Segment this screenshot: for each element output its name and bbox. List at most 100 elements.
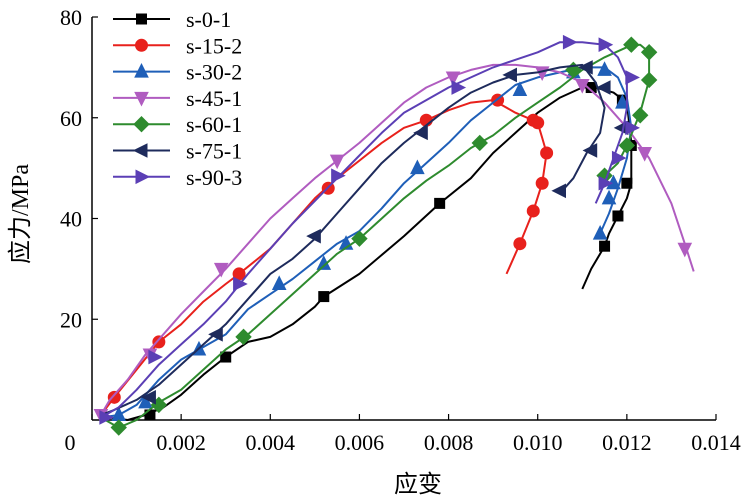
legend-item: s-90-3 (113, 165, 242, 190)
legend: s-0-1s-15-2s-30-2s-45-1s-60-1s-75-1s-90-… (113, 7, 242, 190)
data-point (410, 159, 425, 175)
series-line (100, 43, 651, 429)
data-point (526, 204, 540, 218)
x-tick-label: 0.006 (335, 430, 385, 455)
x-tick-label: 0.008 (424, 430, 474, 455)
legend-item: s-0-1 (113, 7, 231, 32)
data-point (513, 237, 527, 251)
data-point (271, 275, 287, 290)
data-point (512, 81, 528, 97)
y-axis-label: 应力/MPa (7, 164, 34, 264)
data-point (110, 419, 127, 436)
legend-item: s-15-2 (113, 33, 242, 58)
legend-label: s-75-1 (186, 139, 242, 164)
data-point (107, 390, 121, 404)
data-point (306, 228, 321, 244)
legend-label: s-15-2 (186, 33, 242, 58)
data-point (551, 183, 566, 199)
data-point (618, 137, 636, 154)
data-point (597, 61, 612, 76)
data-point (235, 328, 252, 346)
data-point (413, 125, 428, 141)
legend-label: s-30-2 (186, 60, 242, 85)
data-point (99, 410, 114, 425)
data-point (595, 80, 611, 95)
data-point (623, 36, 640, 53)
y-tick-label: 80 (60, 5, 82, 30)
data-point (640, 44, 658, 61)
legend-item: s-45-1 (113, 86, 242, 111)
data-point (637, 147, 652, 162)
data-point (329, 154, 345, 170)
x-axis-label: 应变 (394, 471, 442, 498)
series-s-60-1 (100, 36, 658, 436)
data-point (601, 189, 617, 205)
y-tick-label: 60 (60, 106, 82, 131)
x-tick-label: 0.002 (156, 430, 206, 455)
y-tick-label: 40 (60, 207, 82, 232)
data-point (612, 210, 624, 222)
legend-marker (134, 62, 149, 78)
data-point (625, 120, 640, 136)
x-tick-label: 0.010 (513, 430, 563, 455)
legend-item: s-30-2 (113, 60, 242, 85)
data-point (208, 327, 223, 342)
data-point (531, 116, 545, 130)
data-point (611, 150, 627, 166)
legend-label: s-90-3 (186, 165, 242, 190)
legend-marker (136, 13, 147, 25)
data-point (640, 71, 658, 89)
x-tick-label: 0.012 (602, 430, 652, 455)
data-point (141, 390, 156, 405)
data-point (502, 67, 517, 83)
data-point (598, 175, 614, 191)
data-point (351, 230, 368, 247)
data-point (625, 70, 640, 85)
legend-item: s-75-1 (113, 139, 242, 164)
data-point (451, 80, 467, 95)
y-tick-label: 20 (60, 307, 82, 332)
series-s-75-1 (100, 60, 629, 416)
data-point (578, 60, 593, 75)
ticks-layer: 0.002 0.004 0.006 0.008 0.010 0.012 0.014 20 40 6… (60, 5, 741, 455)
series-s-30-2 (100, 61, 633, 421)
data-point (592, 224, 608, 240)
data-point (152, 335, 166, 349)
data-point (598, 37, 614, 53)
x-tick-label: 0.004 (246, 430, 296, 455)
legend-item: s-60-1 (113, 112, 242, 137)
x-tick-label: 0.014 (691, 430, 741, 455)
data-point (582, 143, 598, 158)
legend-marker (133, 115, 150, 133)
legend-label: s-45-1 (186, 86, 242, 111)
data-point (535, 176, 549, 190)
series-s-90-3 (99, 34, 640, 425)
data-point (471, 134, 488, 152)
data-point (599, 240, 611, 252)
series-line (100, 63, 695, 416)
data-point (632, 107, 649, 124)
series-s-45-1 (93, 63, 695, 424)
data-point (562, 34, 578, 50)
series-layer (93, 34, 695, 436)
legend-marker (135, 169, 151, 185)
data-point (138, 393, 153, 409)
origin-label: 0 (65, 430, 76, 455)
data-point (318, 291, 330, 303)
data-point (621, 177, 633, 189)
data-point (615, 94, 630, 109)
legend-marker (135, 38, 148, 52)
data-point (677, 242, 693, 258)
data-point (331, 168, 346, 183)
data-point (540, 146, 554, 160)
data-point (213, 262, 229, 278)
data-point (233, 276, 248, 292)
data-point (148, 349, 164, 365)
legend-label: s-0-1 (186, 7, 231, 32)
series-line (109, 86, 633, 421)
data-point (445, 71, 461, 87)
legend-label: s-60-1 (186, 112, 242, 137)
legend-marker (134, 91, 149, 107)
legend-marker (132, 143, 148, 158)
